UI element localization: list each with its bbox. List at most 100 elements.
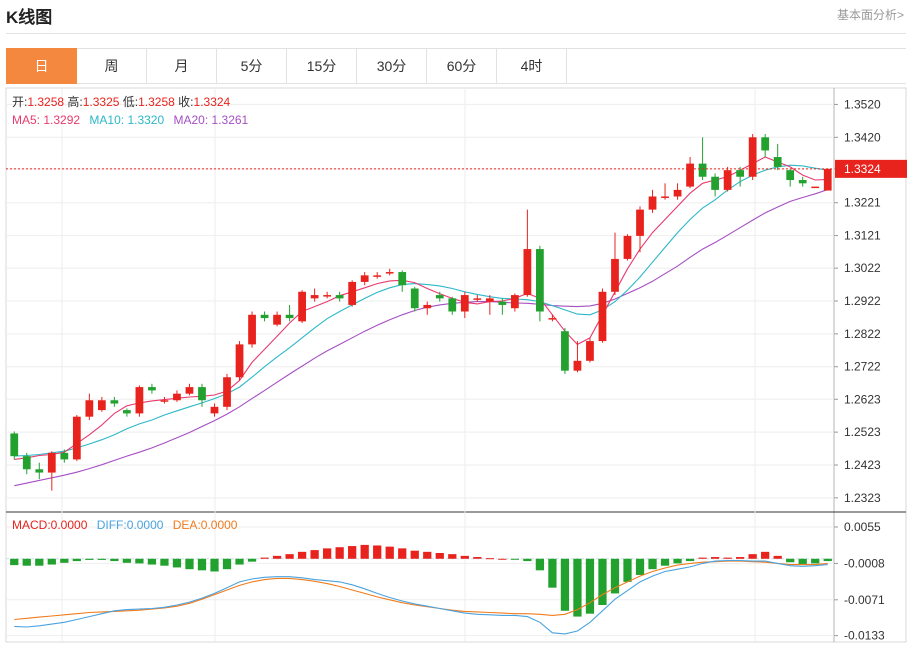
macd-histogram-bar <box>398 548 407 559</box>
candle <box>736 166 745 187</box>
candle-body <box>485 298 494 302</box>
macd-histogram-bar <box>348 546 357 559</box>
macd-tick-label: -0.0071 <box>844 593 885 607</box>
tab-month[interactable]: 月 <box>147 48 217 84</box>
candle <box>636 206 644 253</box>
tab-day[interactable]: 日 <box>6 48 77 84</box>
macd-histogram-bar <box>761 551 770 559</box>
macd-histogram-bar <box>723 557 732 559</box>
candle-body <box>235 344 244 378</box>
low-label: 低: <box>123 95 138 109</box>
last-price-box <box>835 159 907 178</box>
candle-body <box>648 196 657 210</box>
candle <box>523 209 532 297</box>
candle <box>673 183 682 200</box>
macd-histogram-bar <box>811 558 820 564</box>
candle <box>148 383 156 394</box>
macd-histogram-bar <box>473 557 482 559</box>
macd-histogram-bar <box>10 558 19 566</box>
macd-histogram-bar <box>160 558 169 566</box>
open-value: 1.3258 <box>27 95 64 109</box>
candle-body <box>548 318 557 320</box>
tab-15min[interactable]: 15分 <box>287 48 357 84</box>
candle-body <box>536 249 544 312</box>
macd-histogram-bar <box>710 557 720 559</box>
candle-body <box>310 295 319 299</box>
macd-histogram-bar <box>135 558 144 564</box>
close-label: 收: <box>178 95 193 109</box>
candle <box>598 288 607 343</box>
candle <box>273 311 281 327</box>
candle-body <box>423 304 432 309</box>
candle <box>473 295 482 302</box>
candle <box>773 143 782 171</box>
moving-average-lines <box>14 156 828 487</box>
candle-body <box>210 406 219 414</box>
candle-body <box>611 258 619 292</box>
candle <box>60 449 69 463</box>
ma20-label: MA20: <box>173 113 208 127</box>
candle <box>498 298 507 315</box>
candle <box>823 168 832 191</box>
candle-body <box>561 331 569 371</box>
price-tick-label: 1.2822 <box>844 327 881 341</box>
candle <box>85 393 94 420</box>
macd-histogram-bar <box>373 545 382 559</box>
candle-body <box>623 235 632 259</box>
macd-histogram-bar <box>197 558 207 571</box>
candle <box>698 137 707 181</box>
high-value: 1.3325 <box>83 95 120 109</box>
header-divider <box>6 33 906 34</box>
candle-body <box>298 291 306 322</box>
candle <box>510 293 519 312</box>
macd-histogram-bar <box>548 558 557 588</box>
macd-histogram-bar <box>786 558 795 563</box>
macd-histogram-bar <box>498 558 507 560</box>
candle <box>561 327 569 374</box>
macd-histogram-bar <box>247 558 257 562</box>
candle-body <box>135 387 144 414</box>
candle <box>335 291 344 302</box>
price-tick-label: 1.2423 <box>844 458 881 472</box>
macd-histogram-bar <box>573 558 582 617</box>
candle <box>623 234 632 261</box>
macd-histogram-bar <box>510 558 519 560</box>
candle <box>323 291 332 299</box>
macd-label: MACD: <box>12 518 51 532</box>
tab-60min[interactable]: 60分 <box>427 48 497 84</box>
macd-histogram-bar <box>460 555 469 559</box>
candle <box>72 415 81 462</box>
diff-label: DIFF: <box>97 518 127 532</box>
macd-histogram-bar <box>560 558 570 611</box>
candle <box>160 396 169 404</box>
macd-histogram-bar <box>823 558 832 562</box>
candle-body <box>60 452 69 460</box>
price-tick-label: 1.3420 <box>844 130 881 144</box>
macd-histogram-bar <box>335 547 344 559</box>
period-tabs: 日 周 月 5分 15分 30分 60分 4时 <box>6 48 567 84</box>
candle <box>310 288 319 302</box>
macd-histogram-bar <box>47 558 56 565</box>
macd-histogram-bar <box>610 558 620 594</box>
macd-histogram-bar <box>598 558 607 606</box>
tab-5min[interactable]: 5分 <box>217 48 287 84</box>
candle <box>748 134 757 181</box>
candle-body <box>185 387 194 394</box>
close-value: 1.3324 <box>194 95 231 109</box>
candle <box>360 272 369 286</box>
candle-body <box>823 168 832 191</box>
ohlc-legend: 开:1.3258 高:1.3325 低:1.3258 收:1.3324 <box>12 94 231 109</box>
dea-line <box>14 560 828 621</box>
candlestick-series <box>10 134 832 491</box>
macd-legend: MACD:0.0000 DIFF:0.0000 DEA:0.0000 <box>12 518 238 532</box>
candle <box>611 232 619 296</box>
tab-4hour[interactable]: 4时 <box>497 48 567 84</box>
tab-30min[interactable]: 30分 <box>357 48 427 84</box>
macd-histogram-bar <box>323 548 332 559</box>
tab-week[interactable]: 周 <box>77 48 147 84</box>
fundamental-analysis-link[interactable]: 基本面分析> <box>836 8 904 22</box>
candle-body <box>160 400 169 402</box>
ma20-value: 1.3261 <box>212 113 249 127</box>
candle <box>260 311 269 322</box>
